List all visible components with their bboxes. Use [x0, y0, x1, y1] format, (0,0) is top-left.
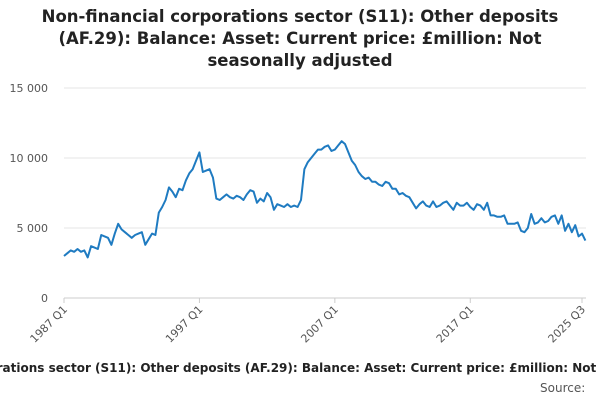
x-axis-label: Non-financial corporations sector (S11):… [0, 361, 600, 375]
source: Source: [540, 381, 585, 395]
chart-title: Non-financial corporations sector (S11):… [41, 7, 559, 70]
y-tick-label: 0 [41, 292, 48, 305]
y-tick-label: 10 000 [10, 152, 49, 165]
x-tick-label: 2007 Q1 [298, 303, 341, 346]
x-tick-label: 1997 Q1 [163, 303, 206, 346]
x-tick-label: 2025 Q3 [546, 303, 589, 346]
y-tick-label: 15 000 [10, 82, 49, 95]
data-line [63, 140, 587, 259]
x-tick-label: 1987 Q1 [28, 303, 71, 346]
x-tick-label: 2017 Q1 [434, 303, 477, 346]
y-tick-label: 5 000 [17, 222, 49, 235]
